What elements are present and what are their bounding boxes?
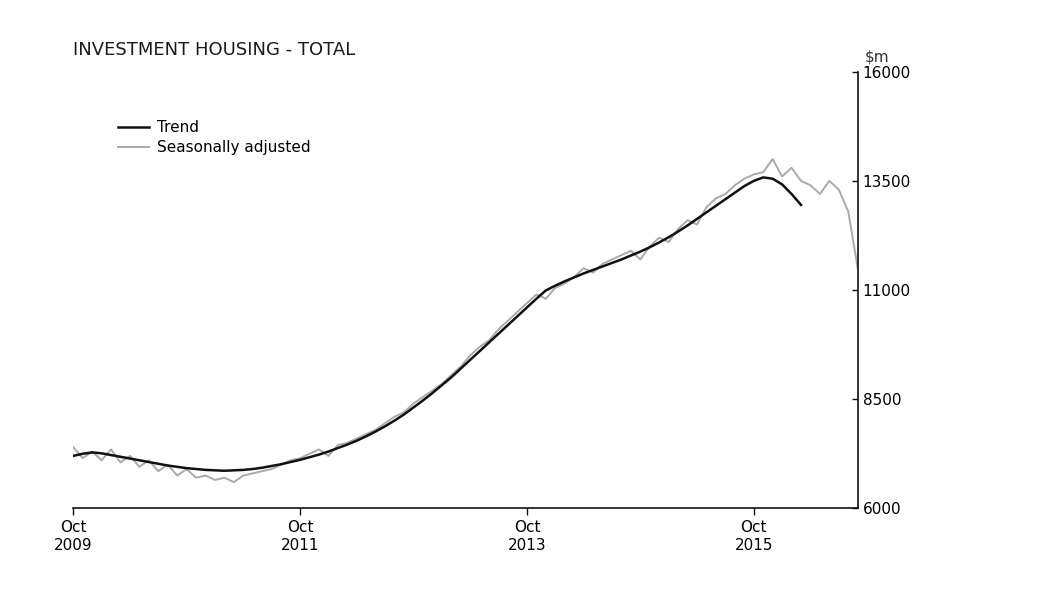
Seasonally adjusted bbox=[767, 155, 779, 163]
Seasonally adjusted bbox=[426, 387, 438, 394]
Trend bbox=[219, 467, 231, 474]
Legend: Trend, Seasonally adjusted: Trend, Seasonally adjusted bbox=[112, 114, 316, 161]
Trend bbox=[445, 374, 457, 381]
Seasonally adjusted bbox=[67, 444, 79, 451]
Line: Trend: Trend bbox=[73, 178, 801, 471]
Seasonally adjusted bbox=[228, 478, 241, 486]
Trend bbox=[596, 263, 609, 270]
Text: $m: $m bbox=[865, 50, 889, 65]
Line: Seasonally adjusted: Seasonally adjusted bbox=[73, 159, 858, 482]
Trend bbox=[388, 417, 401, 424]
Seasonally adjusted bbox=[464, 352, 477, 359]
Trend bbox=[67, 452, 79, 459]
Seasonally adjusted bbox=[76, 454, 89, 462]
Trend bbox=[757, 174, 770, 181]
Trend bbox=[795, 202, 808, 209]
Trend bbox=[114, 453, 127, 460]
Seasonally adjusted bbox=[851, 264, 864, 271]
Trend bbox=[313, 451, 325, 458]
Seasonally adjusted bbox=[114, 459, 127, 466]
Trend bbox=[189, 465, 202, 472]
Seasonally adjusted bbox=[672, 225, 684, 233]
Text: INVESTMENT HOUSING - TOTAL: INVESTMENT HOUSING - TOTAL bbox=[73, 41, 356, 59]
Seasonally adjusted bbox=[709, 195, 722, 202]
